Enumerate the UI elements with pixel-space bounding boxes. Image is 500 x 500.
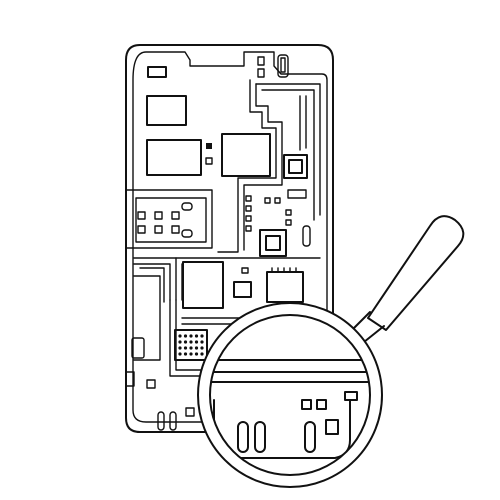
bga-pin-dot — [194, 352, 199, 356]
trace-upper-2 — [243, 83, 283, 251]
top-slot — [147, 66, 167, 78]
bga-pin-dot — [200, 352, 204, 356]
chip-small-e — [233, 281, 252, 298]
chip-large-a — [146, 95, 187, 126]
trace-mid-h2 — [133, 257, 183, 303]
top-connector-inner — [280, 57, 286, 73]
cap-vertical — [302, 225, 311, 247]
chip-small-d — [287, 189, 307, 199]
chip-large-b — [146, 139, 202, 176]
phone-board — [125, 44, 334, 433]
chip-large-d — [182, 261, 224, 309]
lens-ring-fill — [198, 303, 382, 487]
trace-upper-3 — [255, 83, 321, 216]
chip-small-e-pin — [241, 267, 249, 274]
trace-bottom-2 — [175, 299, 206, 371]
magnifier-handle — [367, 215, 465, 331]
bga-pin-dot — [200, 346, 204, 350]
bga-pin-dot — [194, 346, 199, 350]
left-tab-b — [146, 379, 156, 389]
trace-upper-5 — [299, 95, 307, 151]
bga-pin-dot — [183, 334, 188, 338]
magnifier-neck — [351, 311, 385, 343]
chip-mid-core — [265, 235, 281, 251]
chip-mid — [259, 229, 287, 257]
left-tab-a — [131, 337, 145, 359]
bga-pin-dot — [189, 352, 193, 356]
bga-pin-dot — [200, 334, 204, 338]
magnified-stripe-c — [304, 421, 316, 453]
magnified-stripe-b — [254, 421, 266, 453]
bottom-pads — [157, 407, 195, 431]
left-tab-c — [125, 371, 135, 387]
magnified-pad-d — [325, 419, 339, 435]
sim-contacts — [137, 202, 193, 238]
top-chip-a — [257, 56, 265, 66]
bga-pin-dot — [194, 334, 199, 338]
bga-pin-dot — [178, 340, 182, 344]
chip-b-pad2 — [205, 157, 213, 165]
bga-chip — [174, 329, 208, 361]
bga-pin-dot — [178, 346, 182, 350]
magnifier — [197, 215, 465, 488]
bga-pin-dot — [189, 334, 193, 338]
magnified-stripe-a — [237, 421, 249, 453]
bga-pin-dot — [200, 340, 204, 344]
bga-pin-dot — [178, 352, 182, 356]
top-chip-b — [257, 68, 265, 78]
bga-pins — [178, 334, 204, 356]
chip-lower-right-pins — [271, 267, 297, 273]
magnified-pad-b — [316, 399, 327, 410]
magnified-pad-a — [301, 399, 312, 410]
trace-upper-4 — [261, 89, 315, 221]
bga-pin-dot — [183, 340, 188, 344]
top-connector — [277, 54, 289, 78]
bga-pin-dot — [194, 340, 199, 344]
bga-pin-dot — [189, 346, 193, 350]
bga-pin-dot — [183, 346, 188, 350]
mid-components — [245, 195, 292, 232]
left-lower-panel — [133, 275, 161, 361]
bga-pin-dot — [178, 334, 182, 338]
chip-b-pad — [206, 143, 212, 149]
card-slot-frame — [125, 189, 213, 249]
trace-upper-1 — [217, 79, 277, 253]
bga-pin-dot — [189, 340, 193, 344]
processor-core — [288, 159, 303, 174]
trace-bottom-1 — [169, 299, 206, 377]
chip-large-c — [221, 133, 271, 177]
lens-ring-outer — [197, 302, 383, 488]
bga-pin-dot — [183, 352, 188, 356]
processor-chip — [283, 154, 308, 179]
chip-lower-right — [266, 271, 304, 303]
lens-ring-inner — [209, 314, 371, 476]
card-slot-inner — [135, 197, 207, 243]
